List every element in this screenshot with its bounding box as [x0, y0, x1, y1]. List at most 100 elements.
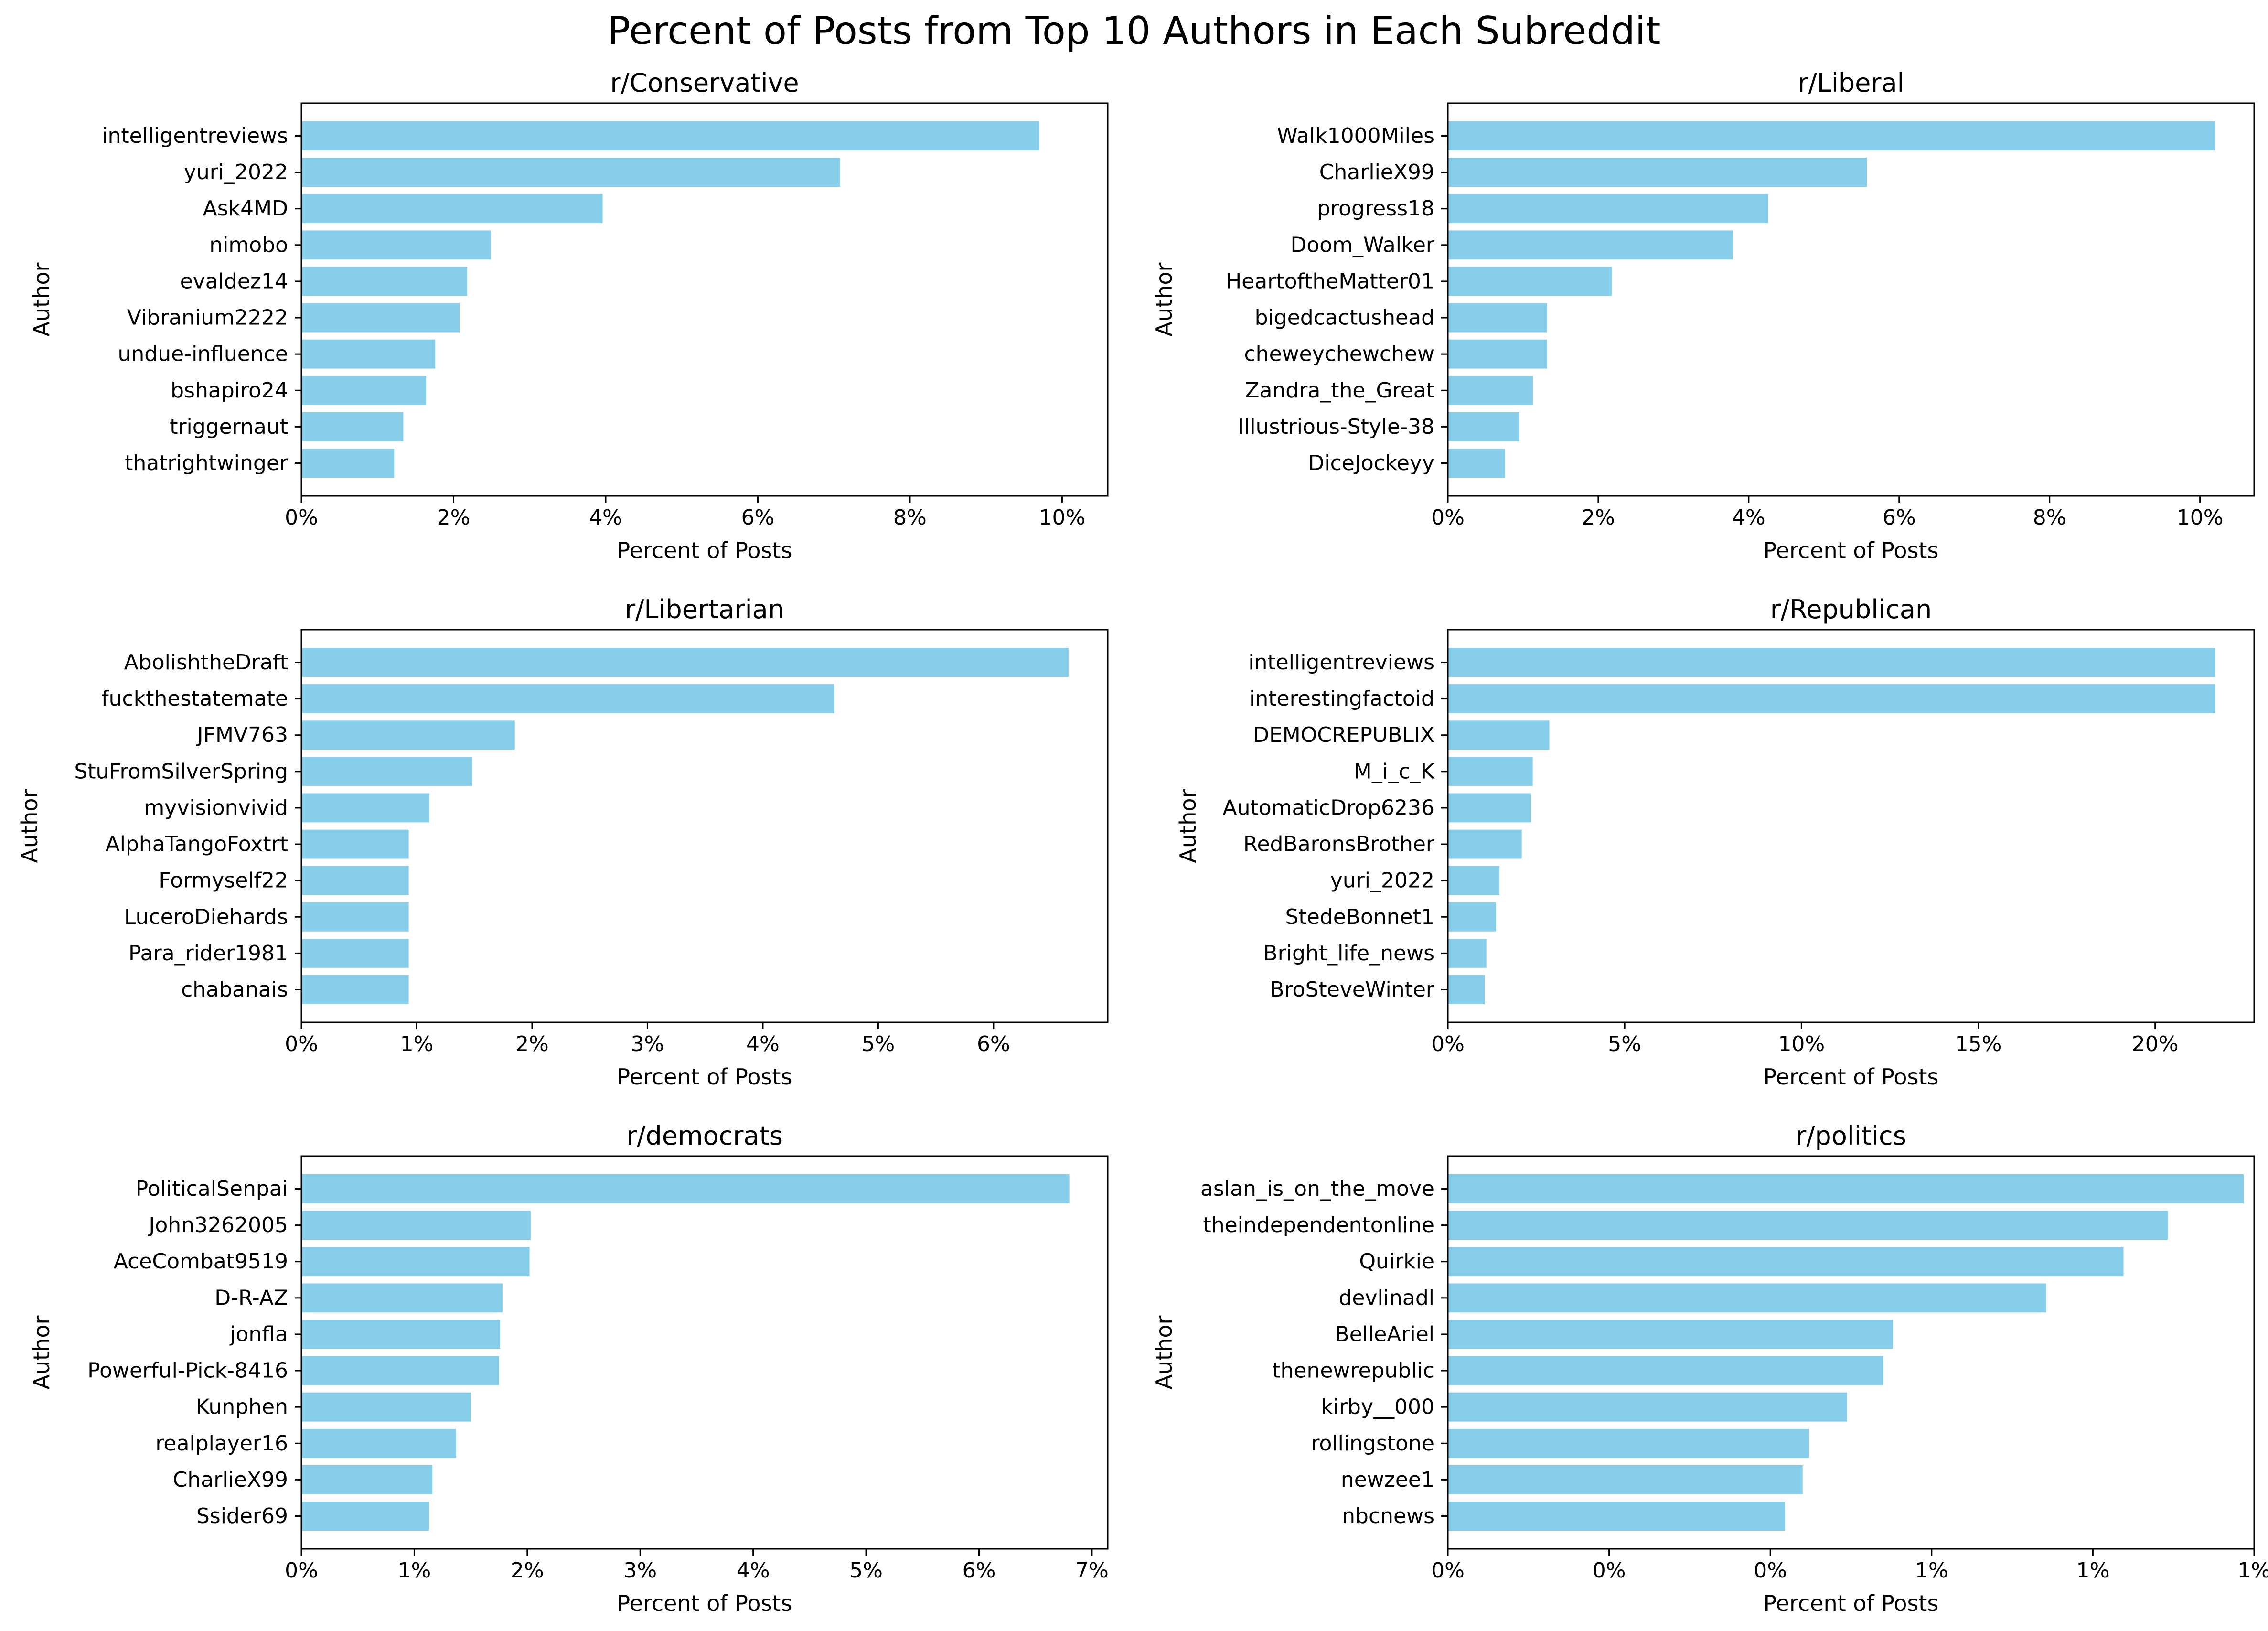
- y-tick-label: theindependentonline: [1203, 1213, 1434, 1237]
- x-tick-label: 20%: [2132, 1032, 2179, 1056]
- x-axis-label: Percent of Posts: [617, 1064, 792, 1090]
- bar-Doom_Walker: [1448, 230, 1733, 260]
- x-tick-label: 2%: [437, 505, 471, 530]
- bar-Walk1000Miles: [1448, 121, 2215, 150]
- x-tick-label: 6%: [741, 505, 775, 530]
- x-tick-label: 0%: [1431, 505, 1465, 530]
- subplot-title: r/Republican: [1770, 594, 1932, 624]
- bar-chabanais: [301, 975, 409, 1004]
- bar-LuceroDiehards: [301, 902, 409, 932]
- y-tick-label: fuckthestatemate: [101, 687, 288, 711]
- y-tick-label: aslan_is_on_the_move: [1200, 1177, 1434, 1201]
- x-tick-label: 4%: [746, 1032, 780, 1056]
- y-tick-label: intelligentreviews: [102, 124, 288, 148]
- subplot-5: aslan_is_on_the_move theindependentonline…: [1151, 1121, 2268, 1616]
- y-tick-label: Vibranium2222: [127, 306, 288, 330]
- figure-title: Percent of Posts from Top 10 Authors in …: [607, 9, 1661, 53]
- x-tick-label: 4%: [737, 1558, 770, 1583]
- x-tick-label: 10%: [2177, 505, 2224, 530]
- y-tick-label: PoliticalSenpai: [136, 1177, 288, 1201]
- y-tick-label: kirby__000: [1321, 1395, 1434, 1419]
- bar-undue-influence: [301, 339, 436, 369]
- bar-devlinadl: [1448, 1283, 2046, 1313]
- y-tick-label: Walk1000Miles: [1277, 124, 1434, 148]
- y-tick-label: cheweychewchew: [1244, 342, 1434, 366]
- y-tick-label: AlphaTangoFoxtrt: [106, 832, 288, 857]
- bar-Kunphen: [301, 1392, 471, 1422]
- x-tick-label: 8%: [893, 505, 927, 530]
- bar-bshapiro24: [301, 376, 427, 405]
- x-tick-label: 1%: [2237, 1558, 2268, 1583]
- bar-Illustrious-Style-38: [1448, 412, 1519, 441]
- x-tick-label: 2%: [1582, 505, 1615, 530]
- y-tick-label: thatrightwinger: [125, 451, 289, 475]
- subplot-title: r/democrats: [626, 1121, 783, 1151]
- y-tick-label: D-R-AZ: [214, 1286, 288, 1310]
- bar-AutomaticDrop6236: [1448, 793, 1531, 823]
- subplot-title: r/politics: [1796, 1121, 1906, 1151]
- bar-Formyself22: [301, 866, 409, 895]
- y-tick-label: BelleAriel: [1335, 1322, 1434, 1346]
- bar-newzee1: [1448, 1465, 1803, 1494]
- x-axis-label: Percent of Posts: [617, 1590, 792, 1616]
- bar-RedBaronsBrother: [1448, 829, 1522, 859]
- axes-frame: [300, 1155, 1109, 1550]
- x-tick-label: 6%: [1883, 505, 1916, 530]
- y-axis-label: Author: [1151, 1315, 1177, 1389]
- y-tick-label: yuri_2022: [1330, 869, 1434, 893]
- x-tick-label: 4%: [1732, 505, 1765, 530]
- bar-DiceJockeyy: [1448, 449, 1505, 478]
- y-tick-label: John3262005: [147, 1213, 288, 1237]
- x-tick-label: 1%: [2076, 1558, 2109, 1583]
- y-tick-label: Para_rider1981: [128, 941, 288, 966]
- x-tick-label: 10%: [1039, 505, 1086, 530]
- axes-frame: [300, 102, 1109, 497]
- y-tick-label: jonfla: [229, 1322, 288, 1346]
- subplot-4: PoliticalSenpai John3262005 AceCombat9519 D…: [29, 1121, 1109, 1616]
- bar-AceCombat9519: [301, 1247, 530, 1277]
- x-axis-label: Percent of Posts: [1764, 537, 1939, 563]
- bar-yuri_2022: [301, 158, 840, 187]
- bar-JFMV763: [301, 720, 515, 750]
- bar-realplayer16: [301, 1428, 456, 1458]
- bar-rollingstone: [1448, 1428, 1809, 1458]
- y-tick-label: devlinadl: [1339, 1286, 1435, 1310]
- bar-aslan_is_on_the_move: [1448, 1174, 2244, 1203]
- x-tick-label: 3%: [623, 1558, 657, 1583]
- x-tick-label: 1%: [398, 1558, 431, 1583]
- y-axis-label: Author: [29, 1315, 54, 1389]
- bar-nbcnews: [1448, 1502, 1785, 1531]
- bar-DEMOCREPUBLIX: [1448, 720, 1550, 750]
- bar-fuckthestatemate: [301, 684, 834, 714]
- bar-Para_rider1981: [301, 938, 409, 968]
- bar-nimobo: [301, 230, 491, 260]
- y-tick-label: Illustrious-Style-38: [1238, 415, 1434, 439]
- y-tick-label: M_i_c_K: [1354, 759, 1435, 783]
- bar-CharlieX99: [301, 1465, 433, 1494]
- y-tick-label: myvisionvivid: [144, 795, 288, 820]
- y-tick-label: nbcnews: [1342, 1504, 1434, 1528]
- x-tick-label: 0%: [1593, 1558, 1626, 1583]
- y-tick-label: chabanais: [181, 977, 288, 1002]
- y-tick-label: Formyself22: [159, 869, 288, 893]
- x-tick-label: 1%: [400, 1032, 434, 1056]
- bar-bigedcactushead: [1448, 303, 1547, 333]
- y-tick-label: StuFromSilverSpring: [74, 759, 288, 783]
- y-tick-label: intelligentreviews: [1248, 650, 1434, 675]
- y-tick-label: AutomaticDrop6236: [1223, 795, 1434, 820]
- y-tick-label: Zandra_the_Great: [1245, 378, 1434, 403]
- bar-yuri_2022: [1448, 866, 1500, 895]
- bar-PoliticalSenpai: [301, 1174, 1070, 1203]
- bar-StedeBonnet1: [1448, 902, 1496, 932]
- x-axis-label: Percent of Posts: [1764, 1064, 1939, 1090]
- x-tick-label: 6%: [963, 1558, 996, 1583]
- subplot-3: intelligentreviews interestingfactoid DEMO…: [1175, 594, 2255, 1090]
- subplot-title: r/Libertarian: [625, 594, 784, 624]
- y-tick-label: rollingstone: [1311, 1431, 1434, 1456]
- x-tick-label: 8%: [2033, 505, 2066, 530]
- bar-cheweychewchew: [1448, 339, 1547, 369]
- y-tick-label: bshapiro24: [171, 378, 288, 403]
- bar-HeartoftheMatter01: [1448, 267, 1612, 296]
- y-tick-label: Quirkie: [1359, 1249, 1434, 1274]
- y-tick-label: interestingfactoid: [1249, 687, 1434, 711]
